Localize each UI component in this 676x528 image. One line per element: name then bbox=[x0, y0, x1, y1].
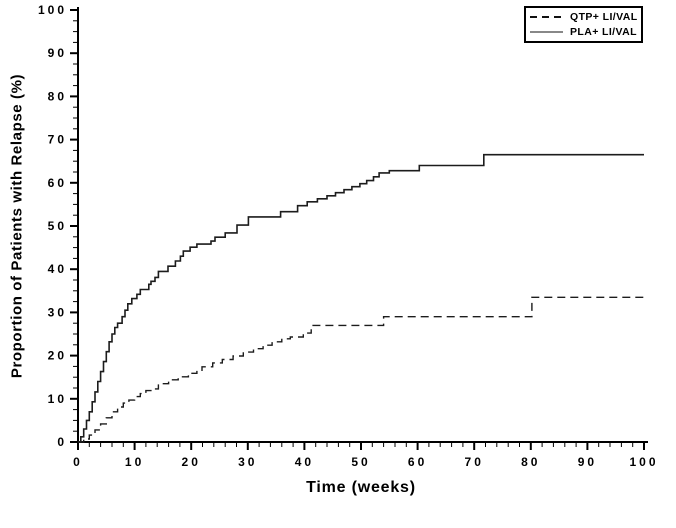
y-tick-label: 20 bbox=[48, 349, 67, 363]
x-tick-label: 40 bbox=[295, 455, 314, 469]
qtp-dashed-line-sample bbox=[530, 16, 563, 18]
y-tick-label: 100 bbox=[38, 3, 67, 17]
x-tick-label: 100 bbox=[629, 455, 658, 469]
legend-item-label: QTP+ LI/VAL bbox=[570, 11, 638, 23]
x-tick-label: 30 bbox=[238, 455, 257, 469]
y-tick-label: 90 bbox=[48, 46, 67, 60]
legend-item-pla: PLA+ LI/VAL bbox=[530, 26, 637, 38]
y-tick-label: 50 bbox=[48, 219, 67, 233]
y-tick-label: 60 bbox=[48, 176, 67, 190]
y-tick-label: 30 bbox=[48, 305, 67, 319]
pla-solid-line-sample bbox=[530, 31, 563, 33]
legend-item-qtp: QTP+ LI/VAL bbox=[530, 11, 637, 23]
x-tick-label: 0 bbox=[73, 455, 83, 469]
x-tick-label: 80 bbox=[521, 455, 540, 469]
series-line-qtp bbox=[78, 296, 644, 443]
x-tick-label: 50 bbox=[351, 455, 370, 469]
x-tick-label: 90 bbox=[578, 455, 597, 469]
x-tick-label: 20 bbox=[182, 455, 201, 469]
y-axis-title: Proportion of Patients with Relapse (%) bbox=[8, 73, 26, 379]
legend: QTP+ LI/VAL PLA+ LI/VAL bbox=[524, 6, 643, 43]
x-tick-label: 10 bbox=[125, 455, 144, 469]
y-tick-label: 70 bbox=[48, 133, 67, 147]
series-line-pla bbox=[78, 153, 644, 443]
x-axis-title: Time (weeks) bbox=[306, 479, 416, 496]
y-tick-label: 0 bbox=[57, 435, 67, 449]
x-tick-label: 70 bbox=[465, 455, 484, 469]
y-tick-label: 40 bbox=[48, 262, 67, 276]
legend-item-label: PLA+ LI/VAL bbox=[570, 26, 637, 38]
x-tick-label: 60 bbox=[408, 455, 427, 469]
y-tick-label: 80 bbox=[48, 89, 67, 103]
y-tick-label: 10 bbox=[48, 392, 67, 406]
